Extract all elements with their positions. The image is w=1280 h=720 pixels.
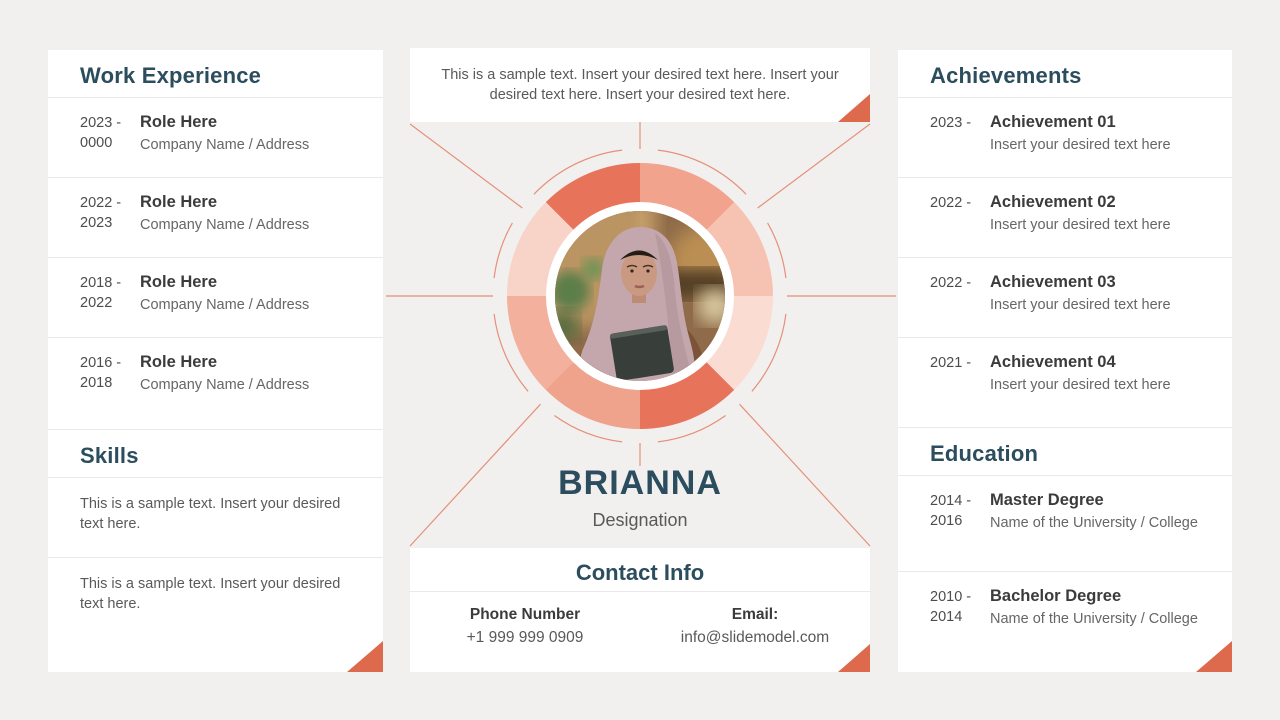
- section-header-skills: Skills: [48, 429, 383, 477]
- entry-company: Company Name / Address: [140, 216, 310, 233]
- entry-description: Insert your desired text here: [990, 296, 1171, 313]
- achievements-title: Achievements: [930, 63, 1082, 88]
- section-header-education: Education: [898, 427, 1232, 475]
- section-header-work-experience: Work Experience: [48, 50, 383, 97]
- entry-role: Achievement 01: [990, 113, 1116, 131]
- achievement-entry: 2022 - Achievement 02 Insert your desire…: [898, 177, 1232, 257]
- entry-school: Name of the University / College: [990, 610, 1198, 627]
- entry-period: 2018 - 2022: [80, 275, 122, 311]
- skills-title: Skills: [80, 443, 139, 468]
- email-value: info@slidemodel.com: [680, 628, 830, 646]
- entry-period: 2021 -: [930, 355, 972, 371]
- skill-item: This is a sample text. Insert your desir…: [48, 557, 383, 637]
- contact-phone: Phone Number +1 999 999 0909: [410, 605, 640, 649]
- left-panel: Work Experience 2023 - 0000 Role Here Co…: [48, 50, 383, 672]
- education-title: Education: [930, 441, 1039, 466]
- entry-period: 2022 - 2023: [80, 195, 122, 231]
- entry-company: Company Name / Address: [140, 376, 310, 393]
- entry-school: Name of the University / College: [990, 514, 1198, 531]
- achievement-entry: 2022 - Achievement 03 Insert your desire…: [898, 257, 1232, 337]
- entry-description: Insert your desired text here: [990, 136, 1171, 153]
- entry-period: 2022 -: [930, 275, 972, 291]
- entry-description: Insert your desired text here: [990, 216, 1171, 233]
- portrait-illustration: [555, 211, 725, 381]
- entry-description: Insert your desired text here: [990, 376, 1171, 393]
- section-header-achievements: Achievements: [898, 50, 1232, 97]
- profile-photo: [546, 202, 734, 390]
- entry-period: 2023 -: [930, 115, 972, 131]
- phone-value: +1 999 999 0909: [466, 628, 584, 646]
- work-experience-title: Work Experience: [80, 63, 262, 88]
- email-label: Email:: [731, 606, 779, 623]
- entry-period: 2014 - 2016: [930, 493, 972, 529]
- intro-text-box: This is a sample text. Insert your desir…: [410, 48, 870, 122]
- contact-info-box: Contact Info Phone Number +1 999 999 090…: [410, 548, 870, 672]
- entry-role: Achievement 02: [990, 193, 1116, 211]
- entry-role: Achievement 04: [990, 353, 1116, 371]
- entry-period: 2010 - 2014: [930, 589, 972, 625]
- skill-item: This is a sample text. Insert your desir…: [48, 477, 383, 557]
- entry-period: 2016 - 2018: [80, 355, 122, 391]
- entry-role: Role Here: [140, 353, 218, 371]
- entry-role: Role Here: [140, 113, 218, 131]
- phone-label: Phone Number: [469, 606, 581, 623]
- entry-role: Achievement 03: [990, 273, 1116, 291]
- right-panel: Achievements 2023 - Achievement 01 Inser…: [898, 50, 1232, 672]
- work-entry: 2023 - 0000 Role Here Company Name / Add…: [48, 97, 383, 177]
- entry-role: Bachelor Degree: [990, 587, 1122, 605]
- entry-role: Role Here: [140, 193, 218, 211]
- education-entry: 2010 - 2014 Bachelor Degree Name of the …: [898, 571, 1232, 667]
- entry-period: 2022 -: [930, 195, 972, 211]
- education-entry: 2014 - 2016 Master Degree Name of the Un…: [898, 475, 1232, 571]
- entry-role: Role Here: [140, 273, 218, 291]
- person-name: BRIANNA: [558, 464, 722, 502]
- entry-period: 2023 - 0000: [80, 115, 122, 151]
- work-entry: 2018 - 2022 Role Here Company Name / Add…: [48, 257, 383, 337]
- corner-triangle: [347, 641, 383, 672]
- contact-email: Email: info@slidemodel.com: [640, 605, 870, 649]
- entry-company: Company Name / Address: [140, 296, 310, 313]
- work-entry: 2022 - 2023 Role Here Company Name / Add…: [48, 177, 383, 257]
- achievement-entry: 2021 - Achievement 04 Insert your desire…: [898, 337, 1232, 417]
- contact-info-title: Contact Info: [410, 548, 870, 592]
- entry-role: Master Degree: [990, 491, 1104, 509]
- work-entry: 2016 - 2018 Role Here Company Name / Add…: [48, 337, 383, 417]
- entry-company: Company Name / Address: [140, 136, 310, 153]
- intro-text: This is a sample text. Insert your desir…: [441, 66, 839, 103]
- person-designation: Designation: [592, 510, 688, 530]
- achievement-entry: 2023 - Achievement 01 Insert your desire…: [898, 97, 1232, 177]
